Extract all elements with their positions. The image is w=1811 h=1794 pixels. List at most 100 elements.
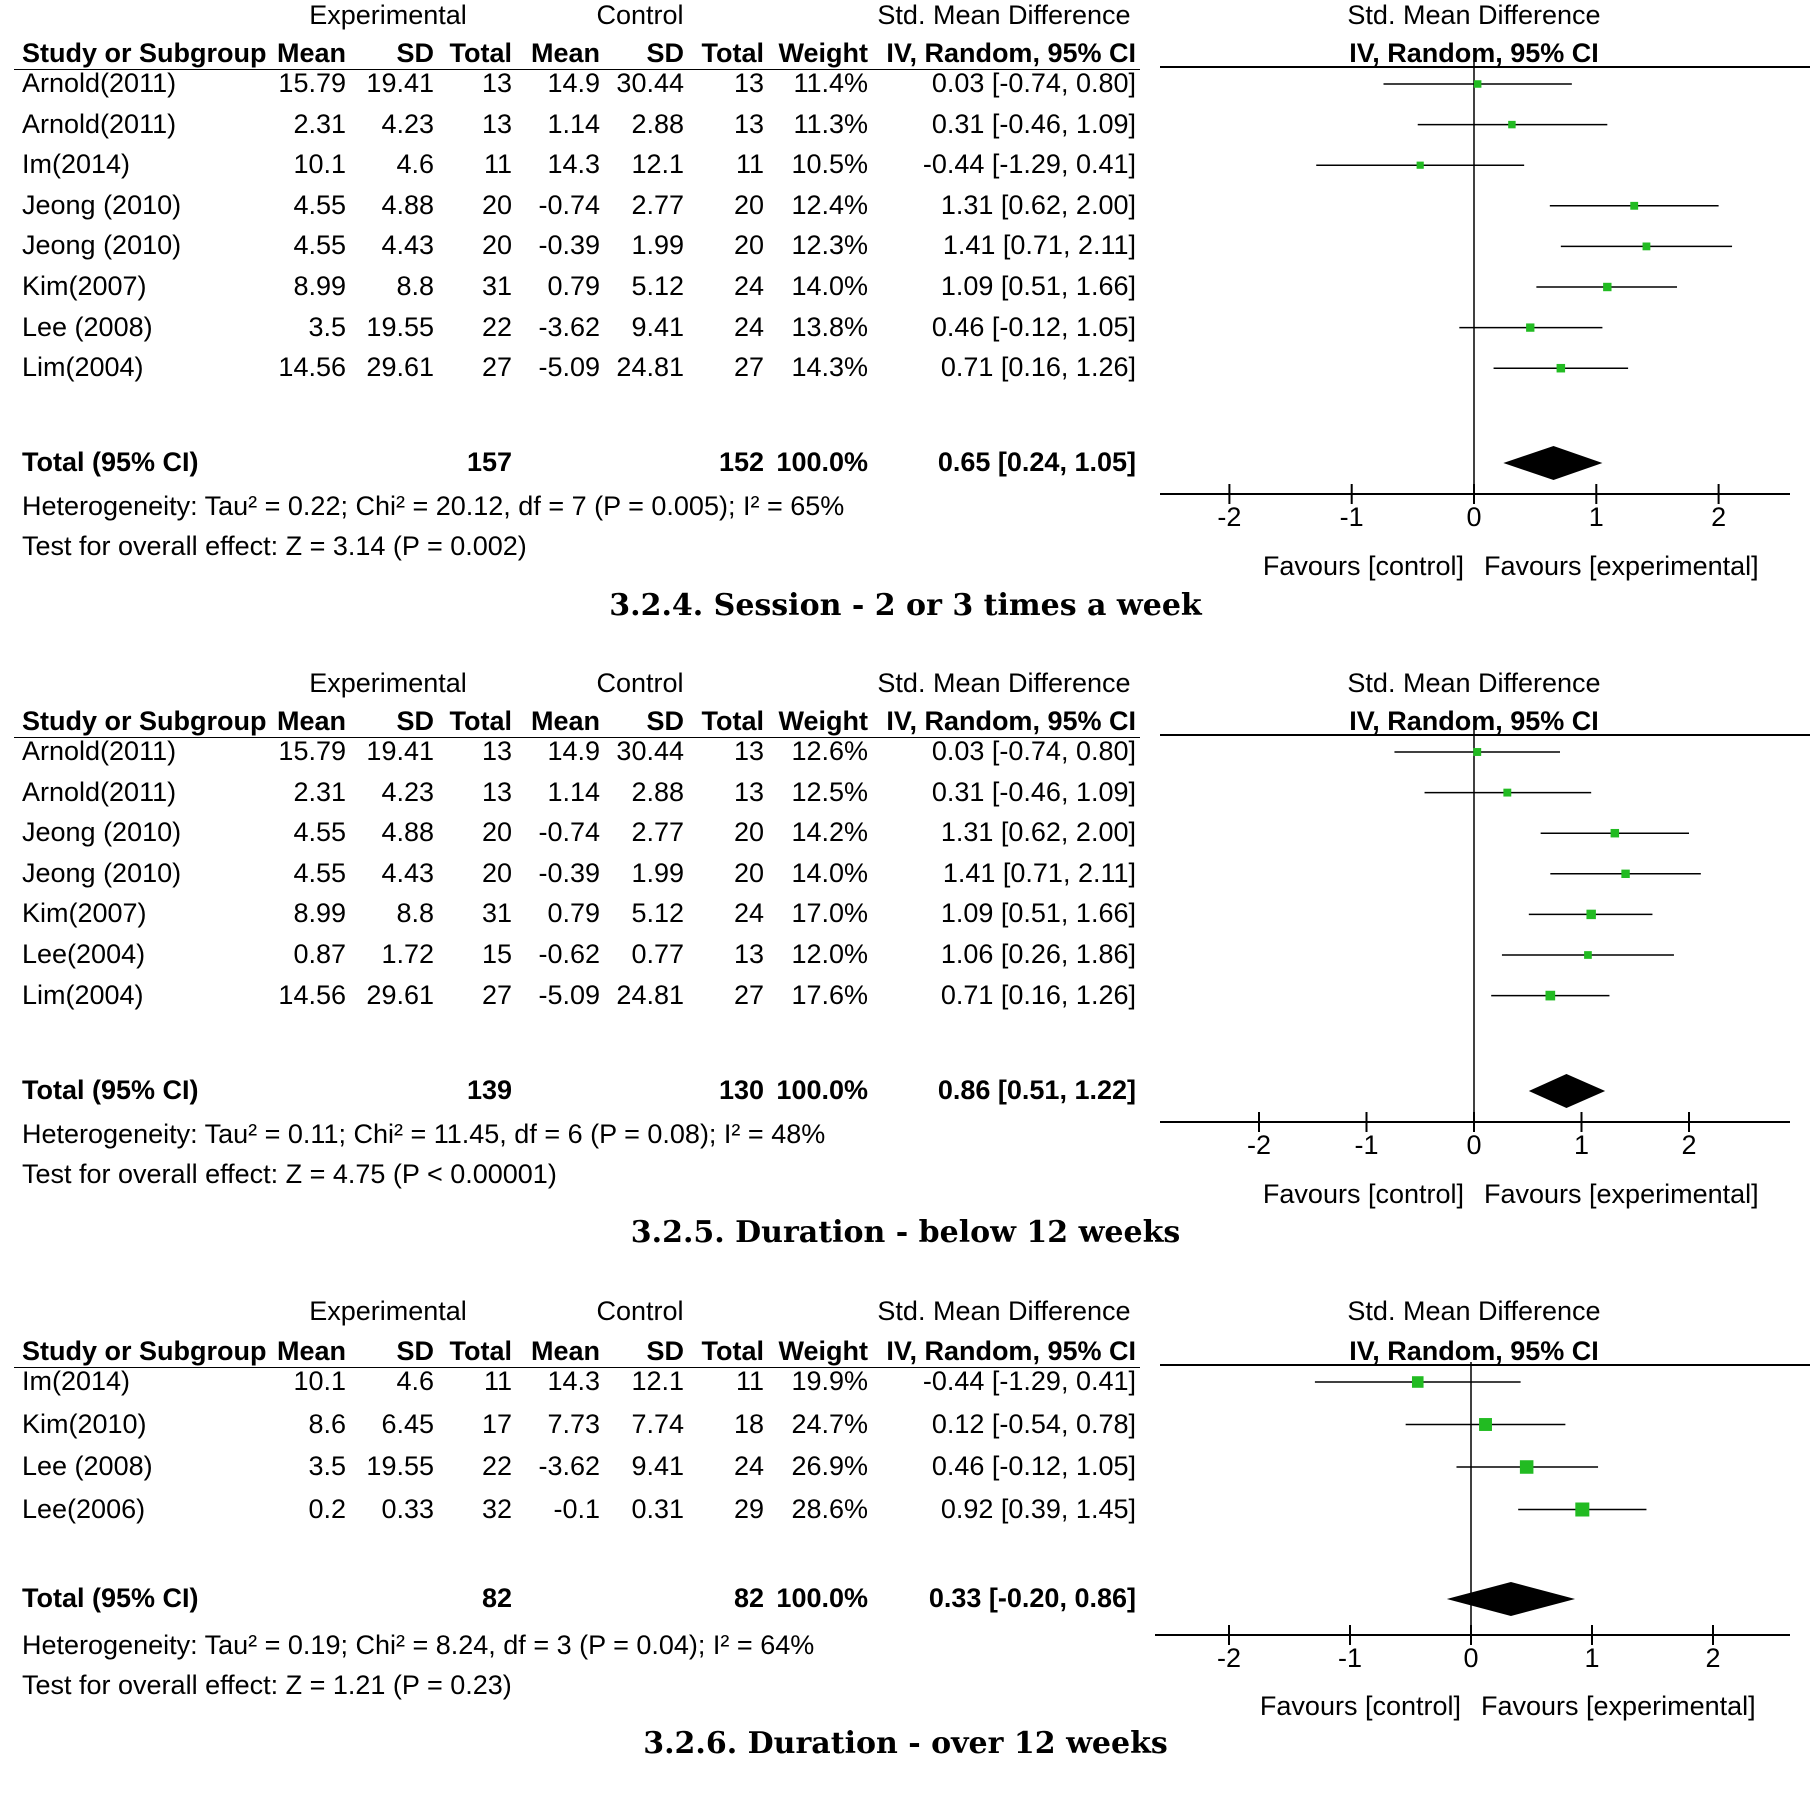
exp-sd-value: 0.33: [381, 1492, 434, 1526]
ctrl-total-value: 13: [734, 937, 764, 971]
point-estimate-marker: [1520, 1460, 1534, 1474]
total-exp: 157: [467, 445, 512, 479]
ctrl-sd-value: 7.74: [631, 1407, 684, 1441]
point-estimate-marker: [1526, 323, 1534, 331]
panel-title: 3.2.4. Session - 2 or 3 times a week: [0, 588, 1811, 623]
exp-total-value: 15: [482, 937, 512, 971]
weight-value: 12.6%: [791, 734, 868, 768]
favours-experimental-label: Favours [experimental]: [1484, 1177, 1759, 1211]
smd-ci-value: 1.06 [0.26, 1.86]: [941, 937, 1136, 971]
exp-sd-value: 4.23: [381, 107, 434, 141]
exp-sd-value: 19.41: [366, 734, 434, 768]
study-name: Jeong (2010): [22, 228, 181, 262]
weight-value: 28.6%: [791, 1492, 868, 1526]
ctrl-total-value: 29: [734, 1492, 764, 1526]
study-name: Lee(2004): [22, 937, 145, 971]
ctrl-total-value: 13: [734, 775, 764, 809]
ctrl-mean-value: 14.9: [547, 734, 600, 768]
ctrl-sd-value: 2.77: [631, 188, 684, 222]
panel-title: 3.2.6. Duration - over 12 weeks: [0, 1726, 1811, 1761]
ctrl-total-value: 20: [734, 856, 764, 890]
x-tick-label: 2: [1419, 500, 1811, 534]
point-estimate-marker: [1417, 162, 1424, 169]
exp-sd-value: 8.8: [396, 269, 434, 303]
ctrl-sd-value: 30.44: [616, 66, 684, 100]
study-name: Jeong (2010): [22, 815, 181, 849]
ctrl-total-value: 24: [734, 269, 764, 303]
point-estimate-marker: [1545, 991, 1555, 1001]
ctrl-sd-value: 2.88: [631, 775, 684, 809]
point-estimate-marker: [1412, 1376, 1424, 1388]
study-name: Arnold(2011): [22, 107, 176, 141]
exp-total-value: 27: [482, 978, 512, 1012]
study-name: Arnold(2011): [22, 66, 176, 100]
smd-ci-value: 0.31 [-0.46, 1.09]: [932, 775, 1136, 809]
study-name: Im(2014): [22, 1364, 130, 1398]
total-label: Total (95% CI): [22, 445, 199, 479]
total-ci: 0.33 [-0.20, 0.86]: [929, 1581, 1136, 1615]
smd-ci-value: 0.12 [-0.54, 0.78]: [932, 1407, 1136, 1441]
exp-total-value: 22: [482, 310, 512, 344]
exp-mean-value: 8.99: [293, 896, 346, 930]
total-exp: 139: [467, 1073, 512, 1107]
weight-value: 11.4%: [793, 66, 868, 100]
smd-ci-value: -0.44 [-1.29, 0.41]: [923, 1364, 1136, 1398]
ctrl-sd-value: 2.88: [631, 107, 684, 141]
exp-total-value: 20: [482, 856, 512, 890]
ctrl-mean-value: -0.39: [538, 228, 600, 262]
ctrl-total-value: 24: [734, 1449, 764, 1483]
exp-sd-value: 19.41: [366, 66, 434, 100]
smd-ci-value: 0.46 [-0.12, 1.05]: [932, 1449, 1136, 1483]
point-estimate-marker: [1584, 951, 1592, 959]
ctrl-sd-value: 0.31: [631, 1492, 684, 1526]
weight-value: 26.9%: [791, 1449, 868, 1483]
exp-mean-value: 4.55: [293, 228, 346, 262]
exp-sd-value: 4.88: [381, 815, 434, 849]
point-estimate-marker: [1474, 80, 1481, 87]
ctrl-total-value: 13: [734, 734, 764, 768]
smd-ci-value: 1.31 [0.62, 2.00]: [941, 815, 1136, 849]
weight-value: 19.9%: [791, 1364, 868, 1398]
ctrl-mean-value: 7.73: [547, 1407, 600, 1441]
heterogeneity-text: Heterogeneity: Tau² = 0.22; Chi² = 20.12…: [22, 489, 844, 523]
exp-total-value: 31: [482, 896, 512, 930]
exp-sd-value: 4.23: [381, 775, 434, 809]
total-weight: 100.0%: [776, 1073, 868, 1107]
point-estimate-marker: [1603, 283, 1611, 291]
ctrl-total-value: 13: [734, 107, 764, 141]
exp-total-value: 20: [482, 815, 512, 849]
weight-value: 10.5%: [791, 147, 868, 181]
exp-mean-value: 8.99: [293, 269, 346, 303]
ctrl-total-value: 11: [736, 1364, 764, 1398]
study-name: Kim(2010): [22, 1407, 147, 1441]
point-estimate-marker: [1630, 202, 1638, 210]
exp-sd-value: 6.45: [381, 1407, 434, 1441]
ctrl-total-value: 11: [736, 147, 764, 181]
study-name: Jeong (2010): [22, 856, 181, 890]
exp-mean-value: 10.1: [293, 1364, 346, 1398]
ctrl-sd-value: 30.44: [616, 734, 684, 768]
weight-value: 12.3%: [791, 228, 868, 262]
study-name: Kim(2007): [22, 269, 147, 303]
point-estimate-marker: [1621, 870, 1629, 878]
ctrl-mean-value: 1.14: [547, 107, 600, 141]
weight-value: 14.0%: [791, 856, 868, 890]
exp-total-value: 13: [482, 66, 512, 100]
ctrl-mean-value: -3.62: [538, 1449, 600, 1483]
study-name: Kim(2007): [22, 896, 147, 930]
weight-value: 12.4%: [791, 188, 868, 222]
ctrl-total-value: 27: [734, 978, 764, 1012]
ctrl-sd-value: 12.1: [631, 147, 684, 181]
ctrl-sd-value: 5.12: [631, 896, 684, 930]
favours-control-label: Favours [control]: [1260, 1689, 1461, 1723]
weight-value: 17.6%: [791, 978, 868, 1012]
favours-control-label: Favours [control]: [1263, 549, 1464, 583]
ctrl-mean-value: 14.3: [547, 147, 600, 181]
smd-ci-value: 0.03 [-0.74, 0.80]: [932, 734, 1136, 768]
ctrl-mean-value: -0.74: [538, 815, 600, 849]
ctrl-sd-value: 2.77: [631, 815, 684, 849]
ctrl-total-value: 24: [734, 310, 764, 344]
favours-experimental-label: Favours [experimental]: [1484, 549, 1759, 583]
